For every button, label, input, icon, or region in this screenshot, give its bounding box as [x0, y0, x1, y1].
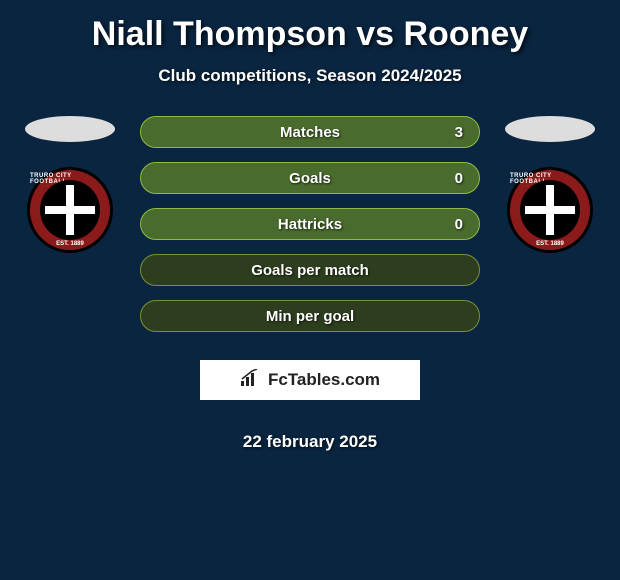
stats-column: Matches 3 Goals 0 Hattricks 0 Goals per …: [140, 116, 480, 452]
club-badge-right: TRURO CITY FOOTBALL EST. 1889: [507, 167, 593, 253]
stat-row-goals: Goals 0: [140, 162, 480, 194]
stat-label: Hattricks: [141, 216, 479, 233]
subtitle: Club competitions, Season 2024/2025: [20, 66, 600, 86]
badge-cross-v: [546, 185, 554, 235]
stat-value-right: 0: [455, 170, 463, 187]
stat-row-hattricks: Hattricks 0: [140, 208, 480, 240]
badge-inner: [520, 180, 580, 240]
chart-icon: [240, 369, 262, 392]
stat-row-min-per-goal: Min per goal: [140, 300, 480, 332]
stat-row-goals-per-match: Goals per match: [140, 254, 480, 286]
player-avatar-placeholder-right: [505, 116, 595, 142]
left-player-col: TRURO CITY FOOTBALL EST. 1889: [20, 116, 120, 253]
date-text: 22 february 2025: [140, 432, 480, 452]
brand-text: FcTables.com: [268, 370, 380, 390]
stat-label: Matches: [141, 124, 479, 141]
stat-label: Min per goal: [141, 308, 479, 325]
comparison-body: TRURO CITY FOOTBALL EST. 1889 Matches 3 …: [20, 116, 600, 452]
badge-inner: [40, 180, 100, 240]
stat-label: Goals per match: [141, 262, 479, 279]
badge-cross-v: [66, 185, 74, 235]
page-title: Niall Thompson vs Rooney: [20, 15, 600, 54]
brand-box: FcTables.com: [200, 360, 420, 400]
stat-label: Goals: [141, 170, 479, 187]
badge-bottom-text: EST. 1889: [536, 241, 564, 247]
stat-value-right: 0: [455, 216, 463, 233]
badge-bottom-text: EST. 1889: [56, 241, 84, 247]
club-badge-left: TRURO CITY FOOTBALL EST. 1889: [27, 167, 113, 253]
stat-row-matches: Matches 3: [140, 116, 480, 148]
stat-value-right: 3: [455, 124, 463, 141]
right-player-col: TRURO CITY FOOTBALL EST. 1889: [500, 116, 600, 253]
player-avatar-placeholder-left: [25, 116, 115, 142]
